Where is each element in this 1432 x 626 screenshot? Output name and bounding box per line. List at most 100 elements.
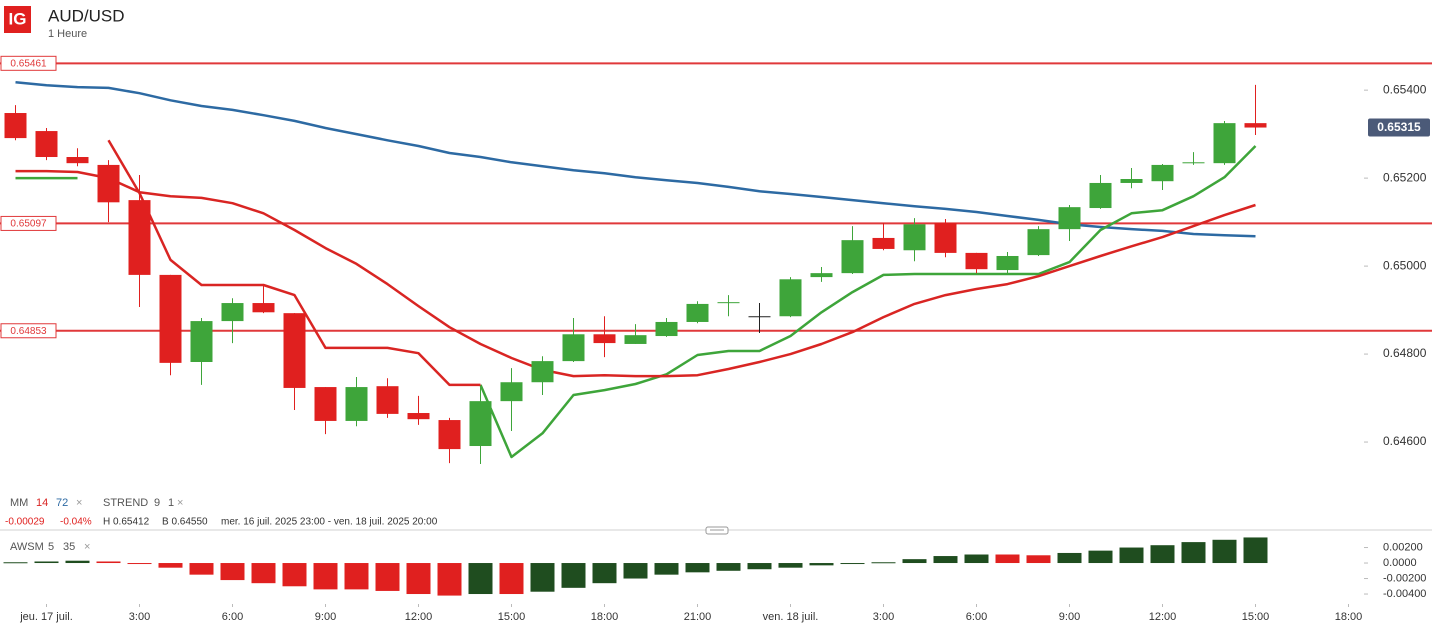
logo-box [4,6,31,33]
candle-body [593,334,616,344]
histogram-bar [65,560,90,564]
x-tick-label: 3:00 [129,611,150,623]
awsm-label: AWSM [10,541,44,553]
candle-body [4,113,27,139]
histogram-bar [592,563,617,584]
x-tick-label: 9:00 [1059,611,1080,623]
candle-body [1120,179,1143,183]
candle-body [841,240,864,274]
histogram-bar [747,563,772,570]
x-tick-label: 15:00 [1242,611,1270,623]
symbol: AUD/USD [48,6,125,25]
moving-average-14 [15,169,1256,378]
candle-body [376,386,399,414]
low: B 0.64550 [162,517,208,528]
histogram-bar [530,563,555,592]
close-button[interactable]: × [177,497,183,509]
histogram-bar [437,563,462,596]
histogram-bar [189,563,214,575]
candle-body [66,157,89,164]
candle-body [1089,182,1112,209]
histogram-bar [871,562,896,564]
x-tick-label: 18:00 [591,611,619,623]
candle-body [1213,123,1236,164]
histogram-bar [344,563,369,590]
y-tick-label: -0.00200 [1383,572,1426,584]
candle-body [283,313,306,388]
supertrend [15,145,1257,459]
candle-body [655,321,678,337]
candle-body [252,303,275,313]
histogram-bar [716,563,741,571]
histogram-bar [375,563,400,591]
candle-body [872,237,895,249]
histogram-bar [809,563,834,566]
histogram-bar [1026,555,1051,564]
supertrend [107,139,481,387]
histogram-bar [251,563,276,584]
y-tick-label: 0.64800 [1383,346,1427,360]
close-button[interactable]: × [76,497,82,509]
close-button[interactable]: × [84,541,90,553]
legend-entry[interactable]: 14 [36,497,48,509]
awsm-param[interactable]: 35 [63,541,75,553]
histogram-bar [685,563,710,573]
candle-body [190,321,213,362]
candle-body [779,279,802,317]
candle-body [810,273,833,278]
x-tick-label: ven. 18 juil. [763,611,819,623]
last-price-box [1368,118,1430,137]
candle-body [500,382,523,402]
legend-entry[interactable]: 72 [56,497,68,509]
change: -0.00029 [5,517,45,528]
candle-body [1182,162,1205,164]
last-price-label: 0.65315 [1377,120,1421,134]
strend-param[interactable]: 9 [154,497,160,509]
candle-body [159,274,182,363]
histogram-bar [1212,539,1237,564]
x-tick-label: 6:00 [222,611,243,623]
histogram-bar [1057,552,1082,564]
candle-body [1027,229,1050,256]
x-tick-label: 6:00 [966,611,987,623]
histogram-bar [778,563,803,568]
candle-body [717,302,740,304]
plot-layer: 0.65400 0.65200 0.65000 0.64800 0.64600 0.654… [0,55,1432,623]
candle-body [903,224,926,251]
histogram-bar [964,554,989,564]
x-tick-label: 3:00 [873,611,894,623]
histogram-bar [995,554,1020,564]
logo: IG [9,9,27,28]
histogram-bar [623,563,648,579]
candle-body [314,387,337,421]
histogram-bar [127,563,152,565]
strend-label: STREND [103,497,148,509]
candle-body [531,361,554,383]
candle-body [624,335,647,344]
y-tick-label: 0.64600 [1383,434,1427,448]
histogram-bar [840,563,865,565]
candle-body [469,401,492,447]
level-label: 0.64853 [10,326,47,337]
awsm-param[interactable]: 5 [48,541,54,553]
candle-body [1058,207,1081,230]
histogram-bar [1150,545,1175,564]
x-tick-label: jeu. 17 juil. [19,611,73,623]
strend-param[interactable]: 1 [168,497,174,509]
level-label-box [0,323,57,339]
change-pct: -0.04% [60,517,92,528]
x-tick-label: 12:00 [1149,611,1177,623]
histogram-bar [902,559,927,564]
mm-label: MM [10,497,28,509]
histogram-bar [561,563,586,588]
candle-body [996,255,1019,271]
level-label-box [0,215,57,231]
moving-average-72 [15,80,1256,238]
y-tick-label: 0.00200 [1383,541,1423,553]
candle-body [128,200,151,275]
high: H 0.65412 [103,517,150,528]
level-label: 0.65097 [10,219,47,230]
y-tick-label: 0.0000 [1383,557,1417,569]
